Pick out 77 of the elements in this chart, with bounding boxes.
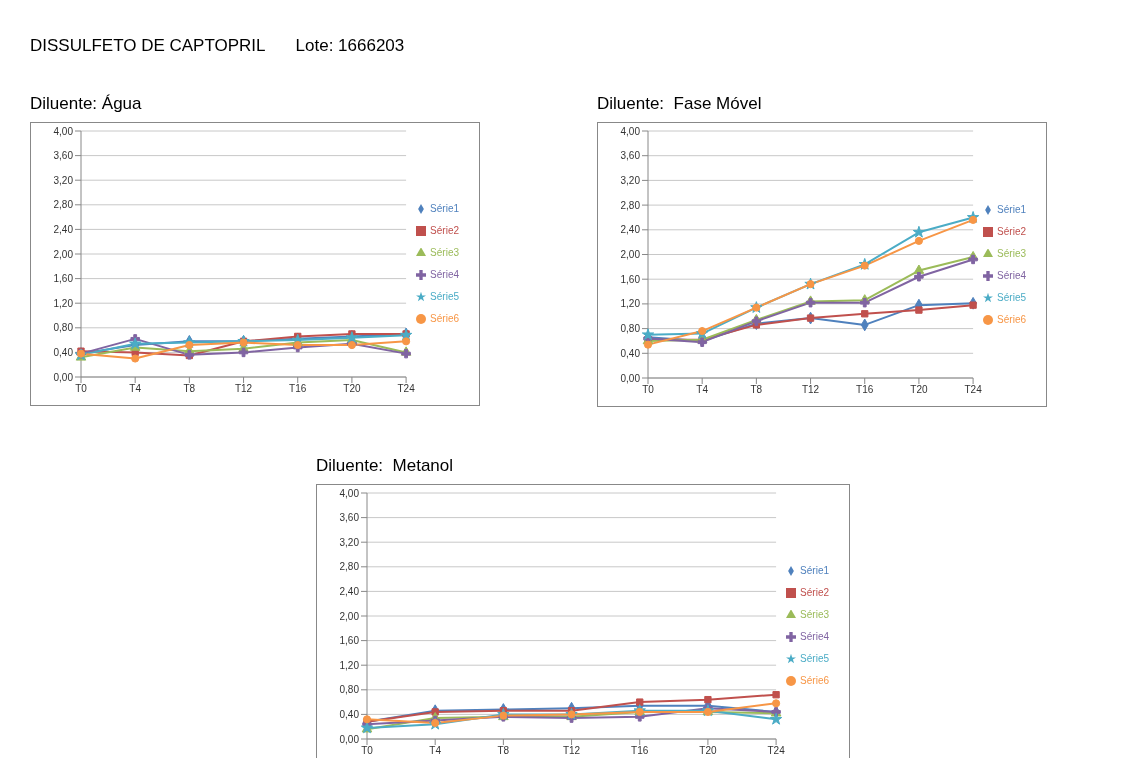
- x-tick-label: T0: [75, 383, 88, 395]
- x-tick-label: T8: [183, 383, 196, 395]
- legend-label: Série4: [997, 269, 1026, 281]
- y-tick-label: 3,60: [620, 150, 641, 162]
- y-tick-label: 3,60: [53, 150, 74, 162]
- y-tick-label: 2,00: [339, 610, 360, 622]
- y-tick-label: 3,20: [620, 174, 641, 186]
- text: DISSULFETO DE CAPTOPRIL: [30, 36, 266, 56]
- x-tick-label: T0: [361, 745, 374, 757]
- legend-label: Série2: [430, 225, 459, 236]
- y-tick-label: 4,00: [339, 487, 360, 499]
- x-tick-label: T4: [429, 745, 442, 757]
- y-tick-label: 2,00: [620, 249, 641, 261]
- y-tick-label: 1,60: [53, 273, 74, 285]
- y-tick-label: 2,80: [53, 199, 74, 211]
- x-tick-label: T16: [631, 745, 649, 757]
- legend-label: Série1: [997, 203, 1026, 215]
- legend-label: Série2: [800, 587, 829, 598]
- legend-label: Série4: [800, 631, 829, 642]
- y-tick-label: 0,00: [339, 733, 360, 745]
- legend-label: Série6: [997, 313, 1026, 325]
- x-tick-label: T4: [129, 383, 142, 395]
- x-tick-label: T24: [964, 384, 983, 396]
- x-tick-label: T24: [397, 383, 416, 395]
- y-tick-label: 3,60: [339, 512, 360, 524]
- y-tick-label: 3,20: [53, 174, 74, 186]
- legend-label: Série3: [800, 609, 829, 620]
- legend-label: Série3: [997, 247, 1026, 259]
- legend-label: Série4: [430, 269, 459, 280]
- y-tick-label: 1,20: [620, 298, 641, 310]
- x-tick-label: T16: [856, 384, 874, 396]
- y-tick-label: 0,80: [53, 322, 74, 334]
- y-tick-label: 0,00: [620, 372, 641, 384]
- y-tick-label: 2,80: [339, 561, 360, 573]
- y-tick-label: 1,20: [53, 297, 74, 309]
- y-tick-label: 0,80: [620, 323, 641, 335]
- legend-label: Série1: [430, 203, 459, 214]
- y-tick-label: 0,00: [53, 371, 74, 383]
- y-tick-label: 2,80: [620, 199, 641, 211]
- text: Lote: 1666203: [295, 36, 405, 56]
- chart-title: Diluente: Metanol: [316, 456, 455, 477]
- y-tick-label: 1,60: [339, 635, 360, 647]
- y-tick-label: 0,80: [339, 684, 360, 696]
- x-tick-label: T8: [750, 384, 763, 396]
- y-tick-label: 2,40: [620, 224, 641, 236]
- legend-label: Série5: [997, 291, 1026, 303]
- x-tick-label: T20: [910, 384, 928, 396]
- x-tick-label: T12: [234, 383, 253, 395]
- legend-label: Série5: [430, 291, 459, 302]
- x-tick-label: T16: [289, 383, 307, 395]
- x-tick-label: T12: [562, 745, 581, 757]
- x-tick-label: T12: [801, 384, 820, 396]
- legend-label: Série2: [997, 225, 1026, 237]
- x-tick-label: T4: [696, 384, 709, 396]
- y-tick-label: 4,00: [620, 125, 641, 137]
- legend-label: Série1: [800, 565, 829, 576]
- legend-label: Série6: [430, 313, 459, 324]
- y-tick-label: 1,20: [339, 659, 360, 671]
- y-tick-label: 2,40: [53, 223, 74, 235]
- y-tick-label: 0,40: [339, 708, 360, 720]
- y-tick-label: 3,20: [339, 536, 360, 548]
- y-tick-label: 2,00: [53, 248, 74, 260]
- y-tick-label: 4,00: [53, 125, 74, 137]
- chart-title: Diluente: Fase Móvel: [597, 94, 763, 115]
- y-tick-label: 2,40: [339, 585, 360, 597]
- legend-label: Série6: [800, 675, 829, 686]
- x-tick-label: T0: [642, 384, 655, 396]
- x-tick-label: T20: [343, 383, 361, 395]
- x-tick-label: T20: [699, 745, 717, 757]
- x-tick-label: T8: [497, 745, 510, 757]
- y-tick-label: 0,40: [53, 346, 74, 358]
- y-tick-label: 0,40: [620, 347, 641, 359]
- y-tick-label: 1,60: [620, 273, 641, 285]
- legend-label: Série3: [430, 247, 459, 258]
- chart-title: Diluente: Água: [30, 94, 143, 115]
- legend-label: Série5: [800, 653, 829, 664]
- x-tick-label: T24: [767, 745, 786, 757]
